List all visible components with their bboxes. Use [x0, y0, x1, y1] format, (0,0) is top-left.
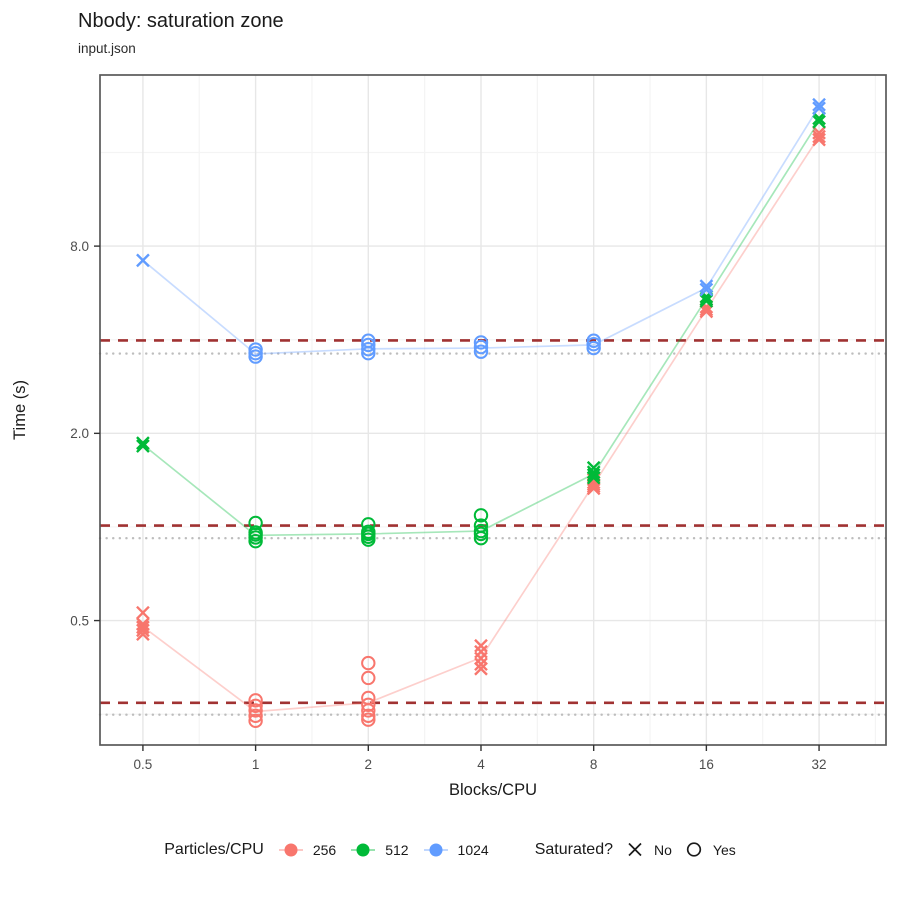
data-point-circle	[473, 335, 489, 350]
legend-item-1024: 1024	[421, 840, 489, 860]
data-point-circle	[361, 712, 376, 727]
panel-background	[100, 75, 886, 745]
data-point-circle	[248, 713, 263, 729]
data-point-circle	[361, 703, 376, 718]
data-point-x	[474, 657, 488, 672]
y-axis-title: Time (s)	[11, 380, 29, 440]
data-point-circle	[361, 337, 376, 353]
y-tick-label: 0.5	[70, 613, 89, 628]
data-point-circle	[248, 708, 263, 724]
data-point-circle	[361, 341, 376, 357]
x-tick-label: 8	[590, 757, 598, 772]
data-point-x	[699, 304, 714, 319]
legend-item-saturated: Yes	[684, 840, 736, 860]
legend-key-dot-icon	[351, 843, 376, 857]
data-point-circle	[361, 346, 376, 361]
data-point-circle	[473, 531, 489, 546]
legend-key-circle-icon	[686, 842, 702, 857]
data-point-x	[812, 129, 826, 144]
axes: 0.5 1 2 4 8 16 32 0.5 2.0 8.0	[70, 239, 826, 772]
legend-key-dot-icon	[278, 843, 303, 857]
legend-item-label: 256	[312, 842, 337, 858]
data-point-circle	[473, 508, 489, 523]
data-point-circle	[248, 693, 263, 708]
threshold-dashed-lines	[100, 339, 886, 705]
data-point-x	[699, 282, 714, 297]
data-point-x	[812, 101, 826, 116]
data-point-circle	[473, 339, 489, 355]
legend-item-label: No	[653, 842, 672, 858]
plot-area: Blocks/CPU Time (s) 0.5 1 2 4 8 16 32 0.5 2.0 8.0	[11, 74, 888, 799]
data-point-x	[136, 436, 150, 450]
legend-item-label: 1024	[457, 842, 489, 858]
legend-key-x-icon	[628, 842, 642, 857]
data-point-x	[586, 465, 601, 480]
data-point-x	[136, 439, 150, 453]
legend-item-256: 256	[276, 840, 336, 860]
gridlines-major	[100, 75, 886, 745]
legend-item-label: 512	[385, 842, 409, 858]
data-point-circle	[248, 698, 263, 714]
data-point-x	[136, 623, 150, 638]
legend: Particles/CPU 256 512	[0, 840, 900, 860]
legend-group-particles: Particles/CPU 256 512	[164, 840, 488, 860]
data-point-x	[136, 605, 150, 620]
data-point-circle	[361, 655, 376, 671]
data-point-x	[699, 279, 714, 293]
data-point-x	[586, 470, 601, 485]
data-point-x	[812, 132, 826, 147]
y-tick-label: 8.0	[70, 239, 89, 254]
legend-group-saturated: Saturated? No Yes	[535, 840, 736, 860]
data-point-circle	[586, 336, 601, 352]
data-point-x	[474, 638, 488, 653]
data-point-circle	[361, 697, 376, 712]
x-tick-label: 0.5	[134, 757, 153, 772]
data-point-x	[136, 627, 150, 642]
x-tick-label: 16	[699, 757, 714, 772]
data-point-circle	[248, 530, 263, 545]
data-point-circle	[361, 532, 376, 547]
y-tick-label: 2.0	[70, 426, 89, 441]
legend-particles-title: Particles/CPU	[164, 841, 264, 858]
data-point-circle	[248, 533, 263, 549]
data-point-x	[586, 481, 601, 496]
data-point-x	[812, 97, 826, 112]
legend-key-dot-icon	[423, 843, 448, 857]
panel-border	[99, 74, 887, 746]
data-point-circle	[361, 670, 376, 686]
chart-subtitle: input.json	[78, 41, 136, 56]
data-point-circle	[248, 703, 263, 718]
legend-item-512: 512	[348, 840, 409, 860]
x-tick-label: 2	[365, 757, 373, 772]
data-point-x	[136, 617, 150, 631]
data-point-circle	[473, 526, 489, 542]
x-axis-title: Blocks/CPU	[449, 781, 537, 799]
data-point-x	[474, 651, 488, 666]
data-point-circle	[586, 340, 601, 356]
min-time-dotted-lines	[98, 352, 888, 716]
data-point-circle	[473, 344, 489, 359]
legend-item-not-saturated: No	[625, 840, 672, 860]
chart-title: Nbody: saturation zone	[78, 10, 284, 32]
x-tick-label: 1	[252, 757, 260, 772]
data-point-circle	[248, 349, 263, 364]
data-point-circle	[248, 342, 263, 357]
data-point-x	[474, 661, 488, 676]
data-point-x	[812, 111, 826, 126]
x-tick-label: 32	[812, 757, 827, 772]
data-point-x	[812, 114, 826, 129]
data-point-x	[136, 253, 150, 268]
data-point-x	[586, 468, 601, 482]
legend-saturated-title: Saturated?	[534, 841, 613, 858]
data-point-x	[699, 294, 714, 308]
x-tick-label: 4	[477, 757, 485, 772]
legend-item-label: Yes	[712, 842, 736, 858]
data-point-circle	[361, 708, 376, 724]
series-1024	[136, 97, 826, 364]
